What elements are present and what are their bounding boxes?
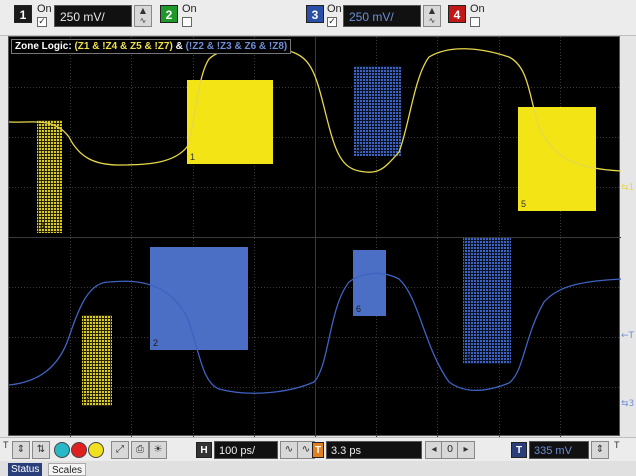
print-icon[interactable]: ⎙ xyxy=(131,441,149,459)
channel-bar: 1 On ✓ 250 mV/ ▲ ∿ 2 On 3 On ✓ 250 mV/ ▲ ∿… xyxy=(0,0,636,36)
spin-up-icon[interactable]: ▲ xyxy=(428,6,436,15)
channel-3-waveform xyxy=(9,272,621,394)
channel-1-scale-field[interactable]: 250 mV/ xyxy=(54,5,132,27)
zone-6-label: 6 xyxy=(356,304,361,314)
zone-3-label: 3 xyxy=(357,144,362,154)
zone-2-label: 2 xyxy=(153,338,158,348)
control-bar: T ⇕ ⇅ ⤢ ⎙ ☀ H 100 ps/ ∿ ∿ T 3.3 ps ◂ 0 ▸… xyxy=(0,437,636,461)
channel-4-on-label: On xyxy=(470,3,485,15)
zone-logic-label: Zone Logic: xyxy=(15,41,72,52)
channel-3-on-checkbox[interactable]: ✓ xyxy=(327,17,337,27)
run-stop-arrows-button[interactable]: ⇅ xyxy=(32,441,50,459)
channel-3-scale-spinner[interactable]: ▲ ∿ xyxy=(423,5,441,27)
channel-3-scale-field[interactable]: 250 mV/ xyxy=(343,5,421,27)
zone-4[interactable] xyxy=(37,120,62,233)
channel-4-button[interactable]: 4 xyxy=(448,5,466,23)
trigger-slope-label: T xyxy=(614,440,620,450)
stop-button[interactable] xyxy=(71,442,87,458)
zone-3[interactable] xyxy=(354,66,401,156)
trigger-up-down-button[interactable]: ⇕ xyxy=(12,441,30,459)
zone-logic-blue-expression: (!Z2 & !Z3 & Z6 & !Z8) xyxy=(185,41,288,52)
zone-8[interactable] xyxy=(463,238,511,364)
channel-1-scale-spinner[interactable]: ▲ ∿ xyxy=(134,5,152,27)
zone-7-label: 7 xyxy=(85,394,90,404)
waveform-canvas: 1 2 3 4 5 6 7 8 xyxy=(9,37,621,437)
spin-up-icon[interactable]: ▲ xyxy=(139,6,147,15)
channel-1-on-checkbox[interactable]: ✓ xyxy=(37,17,47,27)
channel-1-on-label: On xyxy=(37,3,52,15)
trigger-level-marker[interactable]: ←T xyxy=(621,331,635,341)
autoscale-icon[interactable]: ⤢ xyxy=(111,441,129,459)
channel-1-offset-marker[interactable]: ⇆1 xyxy=(621,183,635,193)
delay-field[interactable]: 3.3 ps xyxy=(326,441,422,459)
tab-scales[interactable]: Scales xyxy=(48,463,87,476)
zone-5-label: 5 xyxy=(521,199,526,209)
zone-logic-expression[interactable]: Zone Logic: (Z1 & !Z4 & Z5 & !Z7) & (!Z2… xyxy=(11,39,292,54)
trigger-tag: T xyxy=(511,442,527,458)
horizontal-scale-field[interactable]: 100 ps/ xyxy=(214,441,278,459)
single-acquire-button[interactable] xyxy=(54,442,70,458)
horizontal-spinner[interactable]: ∿ xyxy=(280,441,298,459)
channel-2-on-checkbox[interactable] xyxy=(182,17,192,27)
channel-3-offset-marker[interactable]: ⇆3 xyxy=(621,399,635,409)
zone-2[interactable] xyxy=(150,247,248,350)
spin-down-icon[interactable]: ∿ xyxy=(139,16,147,25)
run-button[interactable] xyxy=(88,442,104,458)
zone-7[interactable] xyxy=(82,315,112,406)
trigger-mode-label: T xyxy=(3,440,9,450)
trigger-level-spinner[interactable]: ⇕ xyxy=(591,441,609,459)
zone-logic-yellow-expression: (Z1 & !Z4 & Z5 & !Z7) xyxy=(74,41,173,52)
channel-2-on-label: On xyxy=(182,3,197,15)
brightness-icon[interactable]: ☀ xyxy=(149,441,167,459)
zone-1[interactable] xyxy=(187,80,273,164)
channel-4-on-checkbox[interactable] xyxy=(470,17,480,27)
trigger-level-field[interactable]: 335 mV xyxy=(529,441,589,459)
tab-status[interactable]: Status xyxy=(8,463,43,476)
channel-2-button[interactable]: 2 xyxy=(160,5,178,23)
spin-down-icon[interactable]: ∿ xyxy=(428,16,436,25)
channel-1-button[interactable]: 1 xyxy=(14,5,32,23)
zone-1-label: 1 xyxy=(190,152,195,162)
channel-3-on-label: On xyxy=(327,3,342,15)
zone-6[interactable] xyxy=(353,250,386,316)
delay-right-arrow[interactable]: ▸ xyxy=(457,441,475,459)
zone-4-label: 4 xyxy=(40,221,45,231)
delay-tag: T xyxy=(312,442,324,458)
channel-1-waveform xyxy=(9,46,621,173)
status-tabs: Status Scales xyxy=(0,461,636,476)
channel-3-button[interactable]: 3 xyxy=(306,5,324,23)
horizontal-tag: H xyxy=(196,442,212,458)
zone-5[interactable] xyxy=(518,107,596,211)
zone-8-label: 8 xyxy=(466,352,471,362)
zone-logic-and: & xyxy=(175,41,183,52)
waveform-display[interactable]: 1 2 3 4 5 6 7 8 Zone Logic: (Z1 & !Z4 & … xyxy=(8,36,621,437)
